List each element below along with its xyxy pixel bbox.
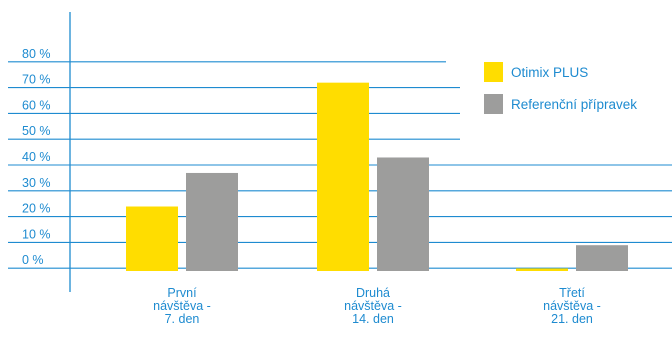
legend-swatch [484, 94, 503, 114]
x-category-label: 14. den [352, 312, 394, 326]
y-tick-label: 70 % [22, 73, 51, 87]
legend-label: Referenční přípravek [511, 97, 637, 112]
bar [576, 245, 628, 271]
x-category-label: 21. den [551, 312, 593, 326]
x-category-label: 7. den [165, 312, 200, 326]
x-category-label: Druhá [356, 286, 390, 300]
x-category-label: návštěva - [543, 299, 601, 313]
y-tick-label: 20 % [22, 202, 51, 216]
x-category-label: Třetí [559, 286, 585, 300]
bar [516, 268, 568, 271]
y-tick-label: 0 % [22, 253, 44, 267]
bar [126, 206, 178, 271]
legend-swatch [484, 62, 503, 82]
y-tick-label: 30 % [22, 176, 51, 190]
y-tick-label: 50 % [22, 124, 51, 138]
x-category-label: První [167, 286, 197, 300]
x-category-label: návštěva - [153, 299, 211, 313]
bar [186, 172, 238, 271]
y-tick-label: 10 % [22, 227, 51, 241]
y-tick-label: 60 % [22, 98, 51, 112]
y-tick-label: 80 % [22, 47, 51, 61]
x-category-label: návštěva - [344, 299, 402, 313]
bar [317, 82, 369, 271]
y-tick-label: 40 % [22, 150, 51, 164]
legend-label: Otimix PLUS [511, 65, 588, 80]
bar [377, 157, 429, 271]
